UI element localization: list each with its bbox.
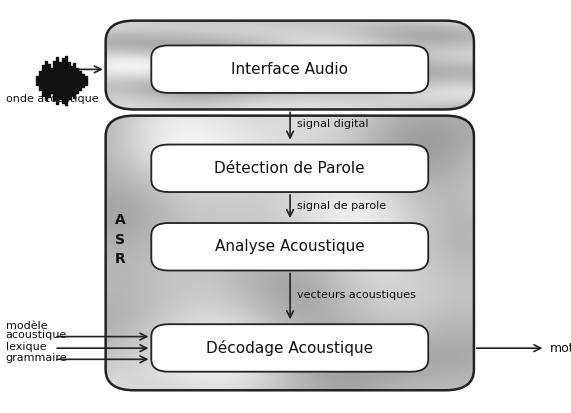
Text: Détection de Parole: Détection de Parole: [215, 161, 365, 176]
Text: A
S
R: A S R: [115, 213, 125, 266]
Text: Interface Audio: Interface Audio: [231, 62, 348, 77]
FancyBboxPatch shape: [151, 145, 428, 192]
Text: signal digital: signal digital: [297, 119, 368, 129]
Text: modèle: modèle: [6, 321, 47, 331]
Text: mot(s): mot(s): [550, 342, 571, 355]
Text: acoustique: acoustique: [6, 330, 67, 340]
FancyBboxPatch shape: [151, 223, 428, 271]
Text: Analyse Acoustique: Analyse Acoustique: [215, 239, 365, 254]
FancyBboxPatch shape: [151, 324, 428, 372]
Text: grammaire: grammaire: [6, 354, 67, 363]
Text: Décodage Acoustique: Décodage Acoustique: [206, 340, 373, 356]
Text: signal de parole: signal de parole: [297, 201, 386, 211]
Text: vecteurs acoustiques: vecteurs acoustiques: [297, 290, 416, 300]
FancyBboxPatch shape: [151, 45, 428, 93]
Text: onde acoustique: onde acoustique: [6, 94, 98, 104]
Text: lexique: lexique: [6, 342, 46, 352]
